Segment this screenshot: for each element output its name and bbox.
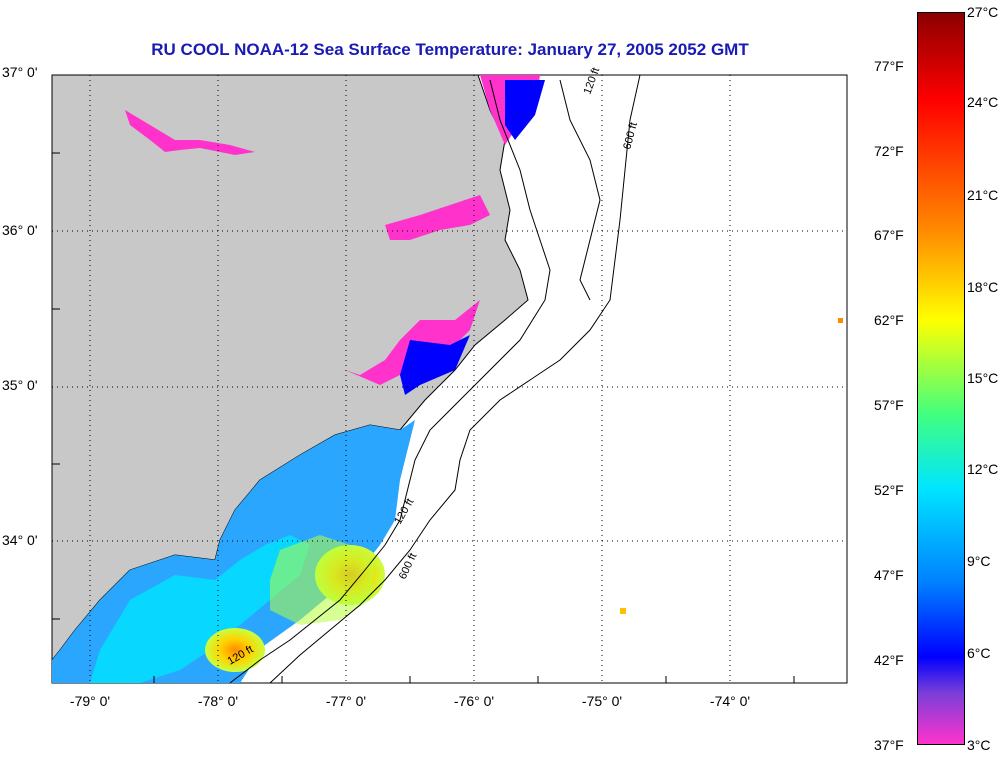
lon-label-74: -74° 0' [709,693,751,709]
lon-label-75: -75° 0' [581,693,623,709]
isobath-mid [559,79,601,301]
lon-label-77: -77° 0' [325,693,367,709]
estuary-albemarle [385,195,490,240]
lat-label-35: 35° 0' [2,377,38,393]
sst-spot [838,318,843,323]
colorbar [917,12,965,745]
sound-north-blue [505,80,545,140]
colorbar-c-24: 24°C [967,94,999,110]
estuary-blue [400,335,470,395]
colorbar-f-42: 42°F [874,652,904,668]
colorbar-f-72: 72°F [874,143,904,159]
lon-label-76: -76° 0' [453,693,495,709]
colorbar-c-12: 12°C [967,461,999,477]
colorbar-f-52: 52°F [874,482,904,498]
lon-label-78: -78° 0' [197,693,239,709]
colorbar-c-6: 6°C [967,645,991,661]
colorbar-f-62: 62°F [874,312,904,328]
isobath-120ft [229,79,551,684]
lat-label-37: 37° 0' [2,64,38,80]
isobath-600ft [269,74,641,684]
colorbar-f-47: 47°F [874,567,904,583]
lake-inland [125,110,255,155]
lat-label-36: 36° 0' [2,222,38,238]
colorbar-c-9: 9°C [967,553,991,569]
colorbar-c-15: 15°C [967,370,999,386]
sst-cyan-band [90,535,310,683]
sst-green-band [270,535,375,625]
colorbar-f-77: 77°F [874,58,904,74]
colorbar-f-37: 37°F [874,737,904,753]
colorbar-f-67: 67°F [874,227,904,243]
colorbar-c-27: 27°C [967,4,999,20]
sst-warm-south [205,628,265,672]
map-title: RU COOL NOAA-12 Sea Surface Temperature:… [151,40,749,59]
lat-label-34: 34° 0' [2,532,38,548]
ticks [52,152,795,683]
colorbar-f-57: 57°F [874,397,904,413]
lon-label-79: -79° 0' [69,693,111,709]
colorbar-c-18: 18°C [967,279,999,295]
sst-spot [620,608,626,614]
colorbar-c-3: 3°C [967,737,991,753]
colorbar-c-21: 21°C [967,187,999,203]
